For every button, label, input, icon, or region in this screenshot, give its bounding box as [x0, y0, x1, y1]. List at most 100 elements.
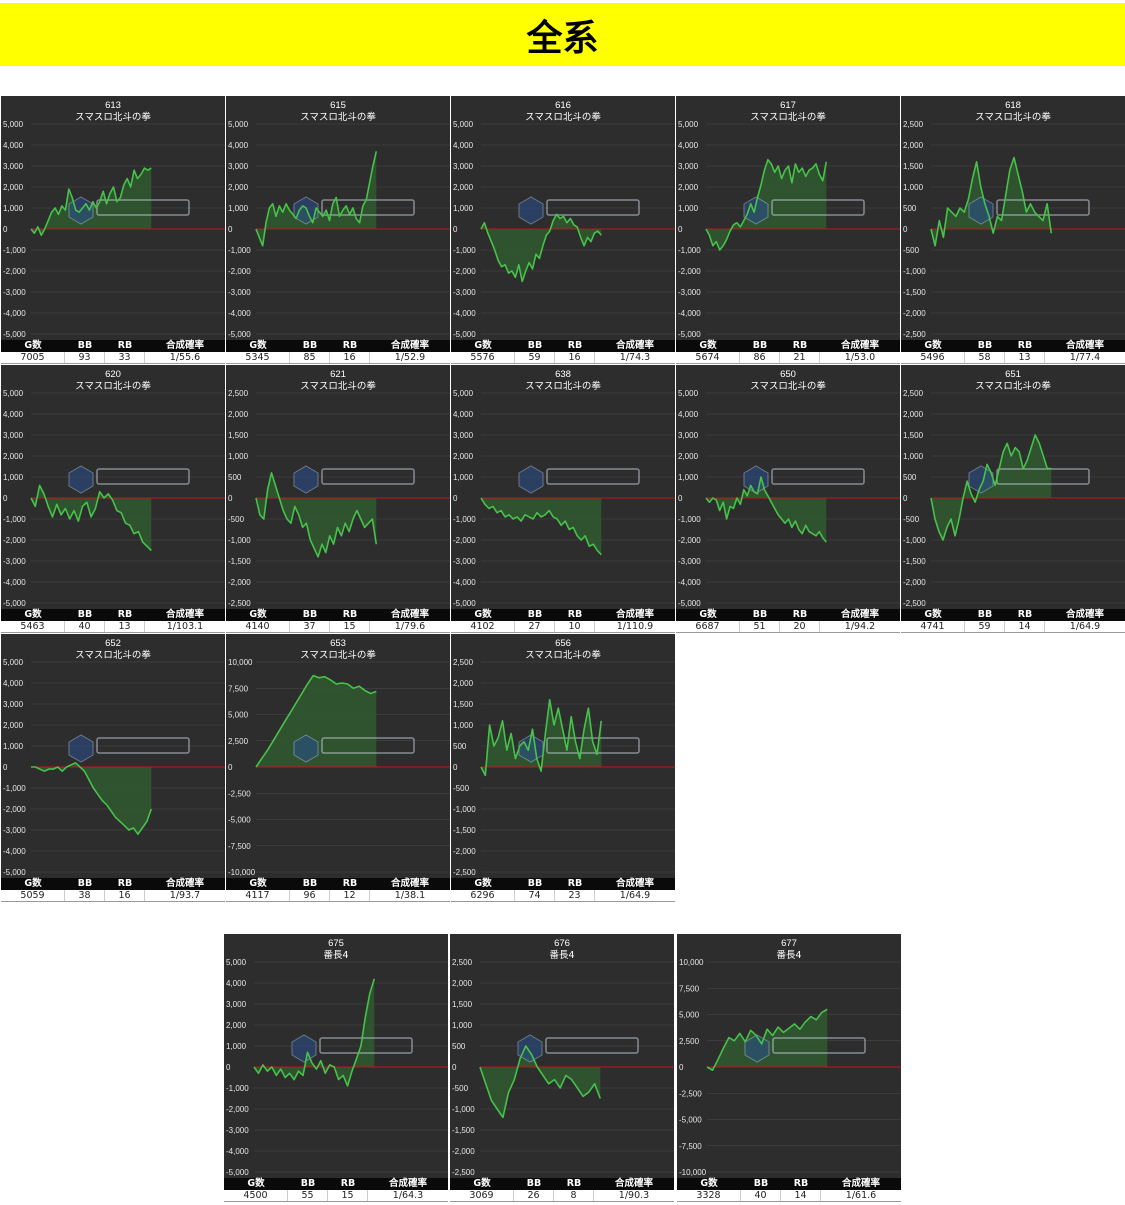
y-tick-label: 10,000 [679, 958, 704, 967]
stat-header-games: G数 [699, 340, 717, 351]
machine-chart-panel: 616 スマスロ北斗の拳 5,000 4,000 3,000 2,000 1,000 0 -1,… [451, 96, 675, 364]
y-tick-label: -2,500 [452, 1168, 475, 1177]
y-tick-label: -3,000 [228, 288, 251, 297]
y-tick-label: -3,000 [226, 1126, 249, 1135]
stat-bb: 85 [290, 352, 330, 363]
stat-rate: 1/53.0 [844, 352, 876, 363]
y-tick-label: 0 [679, 1063, 684, 1072]
machine-chart-panel: 676 番長4 2,500 2,000 1,500 1,000 500 0 -500 -1,000… [450, 934, 674, 1202]
y-tick-label: -4,000 [3, 578, 26, 587]
stat-header-rb: RB [792, 340, 808, 351]
machine-number: 675 [328, 938, 344, 949]
stat-rb: 16 [330, 352, 370, 363]
y-tick-label: -1,500 [453, 826, 476, 835]
machine-chart-panel: 651 スマスロ北斗の拳 2,500 2,000 1,500 1,000 500 0 -500 -… [901, 365, 1125, 633]
y-tick-label: 3,000 [453, 431, 474, 440]
stats-header-row: G数 BB RB 合成確率 [901, 609, 1125, 621]
y-tick-label: -2,000 [453, 536, 476, 545]
y-tick-label: -1,000 [228, 246, 251, 255]
series-line [30, 484, 152, 552]
y-tick-label: 5,000 [3, 658, 24, 667]
y-tick-label: -4,000 [226, 1147, 249, 1156]
stat-games: 7005 [1, 352, 65, 363]
stat-header-games: G数 [474, 609, 492, 620]
machine-name: 番長4 [776, 949, 801, 961]
machine-chart-panel: 618 スマスロ北斗の拳 2,500 2,000 1,500 1,000 500 0 -500 -… [901, 96, 1125, 364]
y-tick-label: -2,000 [228, 578, 251, 587]
y-tick-label: -2,000 [226, 1105, 249, 1114]
stat-header-games: G数 [24, 609, 42, 620]
stat-header-games: G数 [249, 340, 267, 351]
stats-table: G数 BB RB 合成確率 5496 58 13 1/77.4 [901, 340, 1125, 364]
stat-header-games: G数 [247, 1178, 265, 1189]
stat-rate: 1/103.1 [166, 621, 204, 632]
machine-number: 656 [555, 638, 571, 649]
machine-number: 620 [105, 369, 121, 380]
series-line [255, 472, 378, 558]
watermark-logo [518, 196, 640, 225]
stat-header-bb: BB [752, 340, 768, 351]
stats-table: G数 BB RB 合成確率 5674 86 21 1/53.0 [676, 340, 900, 364]
stat-bb: 51 [740, 621, 780, 632]
series-line [479, 1045, 602, 1119]
machine-number: 618 [1005, 100, 1021, 111]
machine-name: スマスロ北斗の拳 [525, 380, 601, 392]
y-tick-label: -2,000 [678, 536, 701, 545]
stat-games: 5345 [226, 352, 290, 363]
y-tick-label: -7,500 [679, 1142, 702, 1151]
y-tick-label: 4,000 [226, 979, 247, 988]
y-tick-label: 0 [228, 225, 233, 234]
stat-bb: 58 [965, 352, 1005, 363]
logo-hexagon [293, 465, 319, 494]
machine-chart-panel: 615 スマスロ北斗の拳 5,000 4,000 3,000 2,000 1,000 0 -1,… [226, 96, 450, 364]
y-tick-label: 1,000 [452, 1021, 473, 1030]
y-tick-label: -1,500 [903, 557, 926, 566]
stat-header-games: G数 [474, 340, 492, 351]
y-tick-label: -2,500 [228, 599, 251, 608]
y-tick-label: 1,500 [452, 1000, 473, 1009]
y-tick-label: -5,000 [3, 599, 26, 608]
y-tick-label: -1,000 [228, 536, 251, 545]
stats-value-row: 5059 38 16 1/93.7 [1, 890, 225, 902]
machine-number: 621 [330, 369, 346, 380]
stat-games: 4741 [901, 621, 965, 632]
stat-rate: 1/90.3 [618, 1190, 650, 1201]
stats-value-row: 5576 59 16 1/74.3 [451, 352, 675, 364]
stat-header-rate: 合成確率 [615, 878, 654, 889]
y-tick-label: -7,500 [228, 842, 251, 851]
y-tick-label: -4,000 [678, 309, 701, 318]
stat-header-games: G数 [249, 609, 267, 620]
logo-wordmark [996, 199, 1090, 216]
machine-number: 613 [105, 100, 121, 111]
area-fill [256, 675, 377, 767]
y-tick-label: 0 [3, 225, 8, 234]
y-tick-label: -2,000 [3, 805, 26, 814]
y-tick-label: -500 [903, 515, 920, 524]
y-tick-label: -1,000 [452, 1105, 475, 1114]
series-line [480, 699, 603, 777]
stats-header-row: G数 BB RB 合成確率 [1, 878, 225, 890]
y-tick-label: -4,000 [678, 578, 701, 587]
watermark-logo [517, 1034, 639, 1063]
stat-header-rate: 合成確率 [1065, 340, 1104, 351]
series-line [705, 476, 827, 543]
stat-header-rate: 合成確率 [1065, 609, 1104, 620]
stats-header-row: G数 BB RB 合成確率 [451, 878, 675, 890]
y-tick-label: 0 [678, 225, 683, 234]
stat-rb: 16 [105, 890, 145, 901]
stats-header-row: G数 BB RB 合成確率 [226, 340, 450, 352]
y-tick-label: -1,500 [228, 557, 251, 566]
logo-hexagon [518, 465, 544, 494]
stat-rate: 1/64.9 [619, 890, 651, 901]
y-tick-label: 5,000 [453, 389, 474, 398]
chart-background [1, 634, 225, 878]
stat-header-rb: RB [566, 1178, 582, 1189]
y-tick-label: -5,000 [678, 599, 701, 608]
machine-name: スマスロ北斗の拳 [975, 111, 1051, 123]
stat-games: 6296 [451, 890, 515, 901]
stat-header-rb: RB [567, 878, 583, 889]
